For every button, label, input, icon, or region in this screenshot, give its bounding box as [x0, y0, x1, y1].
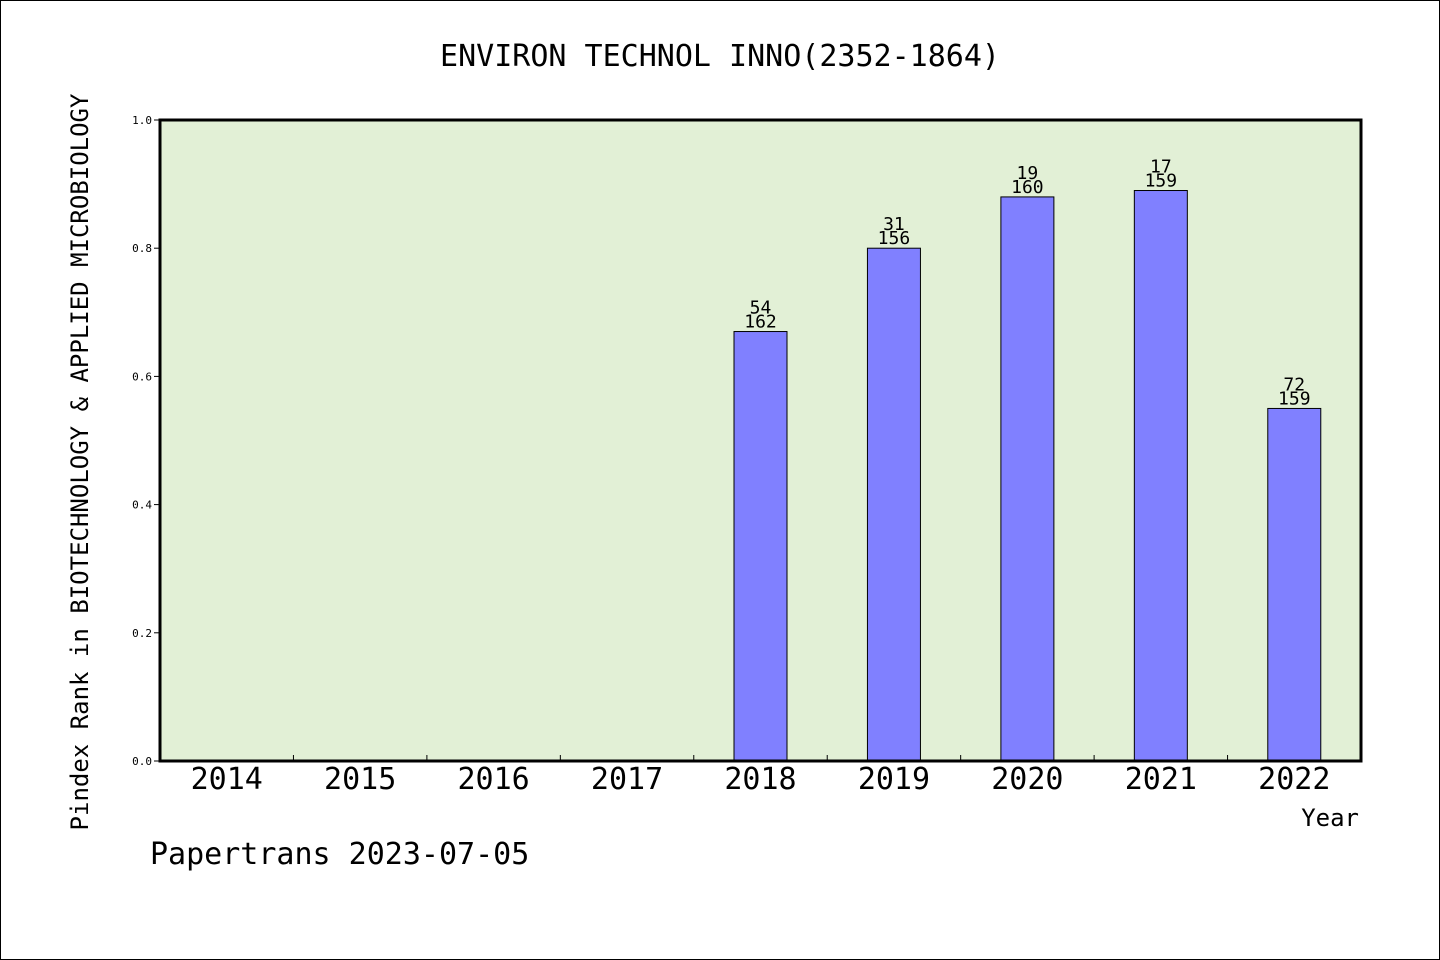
bar [866, 247, 921, 762]
plot-border [158, 118, 1363, 763]
x-tick-label: 2022 [1258, 762, 1330, 797]
y-tick-label: 0.4 [132, 499, 152, 512]
x-tick-label: 2014 [191, 762, 263, 797]
footer-credit: Papertrans 2023-07-05 [150, 837, 529, 872]
y-tick-label: 0.0 [132, 755, 152, 768]
x-axis-ticks: 2014 2015 2016 2017 2018 2019 2020 2021 2022 [191, 755, 1330, 797]
bar-rank-label: 72 [1283, 374, 1305, 395]
bar-rank-label: 17 [1150, 157, 1172, 178]
y-tick-label: 1.0 [132, 114, 152, 127]
x-tick-label: 2019 [858, 762, 930, 797]
bar [733, 331, 788, 762]
x-axis-label: Year [1301, 804, 1359, 832]
x-tick-label: 2020 [991, 762, 1063, 797]
y-tick-label: 0.2 [132, 627, 152, 640]
x-tick-label: 2015 [324, 762, 396, 797]
bar [1133, 190, 1188, 762]
bar [1000, 196, 1055, 762]
bar-total-label: 159 [1278, 388, 1311, 409]
bar-rank-label: 54 [750, 298, 772, 319]
bars-group [733, 190, 1322, 762]
y-tick-label: 0.8 [132, 242, 152, 255]
chart-title: ENVIRON TECHNOL INNO(2352-1864) [440, 39, 1000, 74]
bar-total-label: 162 [744, 312, 777, 333]
x-tick-label: 2021 [1125, 762, 1197, 797]
y-tick-label: 0.6 [132, 370, 152, 383]
x-tick-label: 2017 [591, 762, 663, 797]
x-tick-label: 2018 [724, 762, 796, 797]
bar [1267, 407, 1322, 762]
bar-total-label: 156 [878, 228, 911, 249]
y-axis-ticks: 0.0 0.2 0.4 0.6 0.8 1.0 [132, 114, 160, 768]
bar-rank-label: 19 [1017, 163, 1039, 184]
bar-rank-label: 31 [883, 214, 905, 235]
bar-total-label: 160 [1011, 177, 1044, 198]
bar-total-label: 159 [1145, 171, 1178, 192]
y-axis-label: Pindex Rank in BIOTECHNOLOGY & APPLIED M… [66, 93, 94, 830]
x-tick-label: 2016 [457, 762, 529, 797]
